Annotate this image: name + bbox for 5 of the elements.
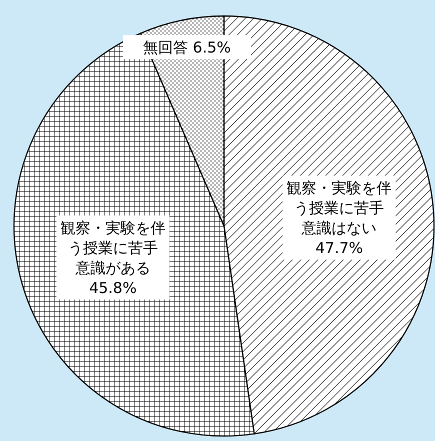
data-label: 47.7% xyxy=(315,238,364,257)
slice-label: 観察・実験を伴う授業に苦手意識がある xyxy=(60,218,166,277)
data-label: 45.8% xyxy=(89,278,137,297)
slice-label: 無回答 6.5% xyxy=(143,38,231,56)
slice-label: 観察・実験を伴う授業に苦手意識はない xyxy=(286,178,392,237)
